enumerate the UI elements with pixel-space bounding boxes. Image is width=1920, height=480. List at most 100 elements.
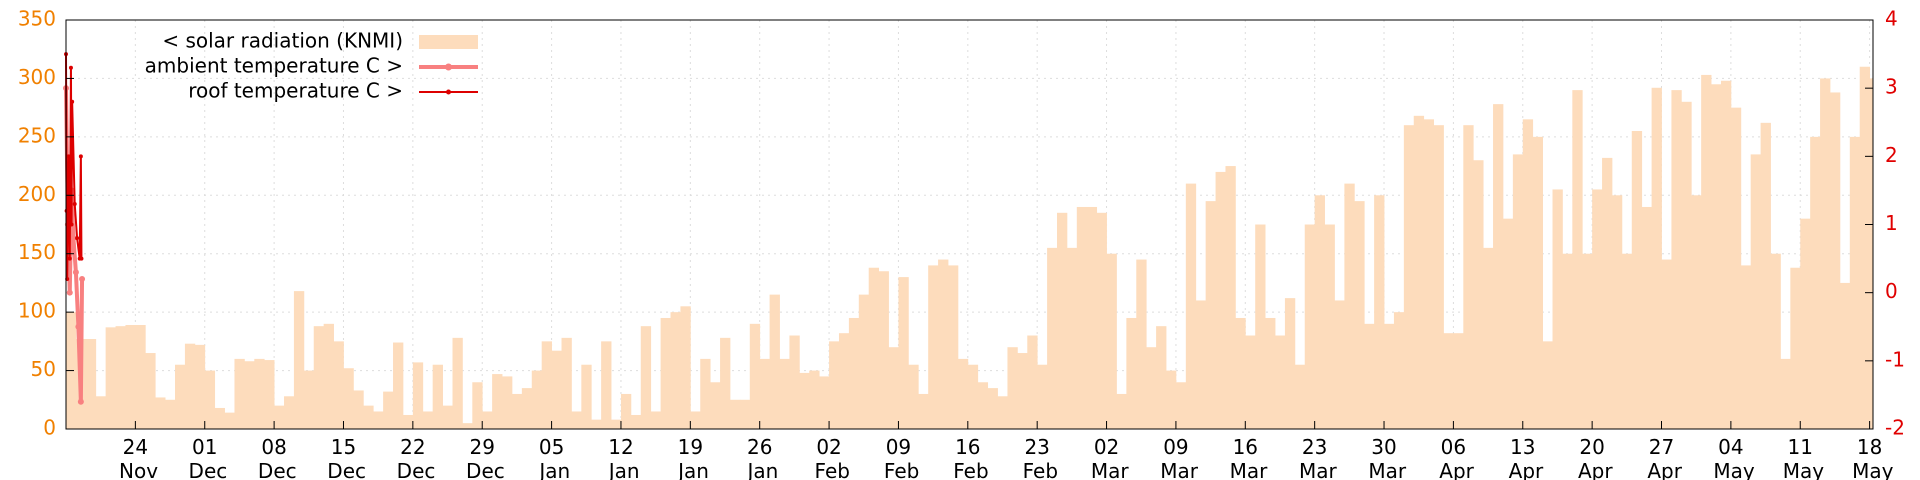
bar — [670, 312, 681, 429]
bar — [1175, 382, 1187, 429]
bar — [1631, 131, 1643, 429]
x-tick-month: Mar — [1293, 459, 1338, 480]
bar — [1027, 335, 1038, 429]
x-tick-label: 15 Dec — [321, 435, 366, 480]
bar — [987, 388, 998, 429]
bar — [1433, 125, 1444, 429]
bar — [1047, 247, 1058, 429]
x-tick-month: May — [1846, 459, 1894, 480]
x-tick-label: 05 Jan — [533, 435, 570, 480]
bar — [1592, 189, 1603, 429]
bar — [1839, 282, 1851, 429]
bar — [343, 368, 354, 429]
bar — [1829, 92, 1841, 429]
bar — [482, 411, 493, 429]
bar — [1205, 201, 1216, 429]
y-tick-label: 300 — [18, 65, 56, 89]
bar — [1374, 195, 1385, 429]
bar — [1066, 247, 1078, 429]
x-tick-label: 08 Dec — [252, 435, 297, 480]
bar — [1760, 122, 1771, 429]
bar — [680, 306, 691, 429]
bar — [224, 412, 235, 429]
bar — [1294, 364, 1306, 429]
bar — [1532, 136, 1543, 429]
bar — [323, 323, 334, 429]
x-tick-day: 30 — [1371, 435, 1396, 459]
bar — [115, 326, 126, 429]
bar — [1086, 206, 1098, 429]
bar — [85, 339, 97, 429]
bar — [1582, 253, 1593, 429]
x-tick-day: 09 — [1163, 435, 1188, 459]
bar — [1780, 358, 1791, 429]
bar — [165, 399, 176, 429]
bar — [1730, 107, 1742, 429]
x-tick-month: Jan — [533, 459, 570, 480]
y2-tick-label: 3 — [1885, 75, 1898, 99]
x-tick-day: 08 — [261, 435, 286, 459]
bar — [125, 324, 136, 429]
bar — [769, 294, 780, 429]
x-tick-label: 04 May — [1707, 435, 1755, 480]
legend-swatch — [419, 35, 478, 49]
x-tick-label: 11 May — [1776, 435, 1824, 480]
bar — [363, 405, 374, 429]
x-tick-label: 19 Jan — [672, 435, 709, 480]
bar — [749, 323, 761, 429]
bar — [1076, 206, 1088, 429]
y-tick-label: 250 — [18, 123, 56, 147]
x-tick-day: 19 — [678, 435, 703, 459]
bar — [1393, 312, 1405, 429]
bar — [1740, 265, 1752, 429]
bar — [1621, 253, 1633, 429]
bar — [194, 344, 206, 429]
bar — [1562, 253, 1573, 429]
bar — [967, 364, 979, 429]
x-tick-day: 20 — [1579, 435, 1604, 459]
bar — [1661, 259, 1672, 429]
point — [77, 398, 84, 405]
x-tick-label: 18 May — [1846, 435, 1894, 480]
x-tick-month: Feb — [947, 459, 989, 480]
bar — [541, 341, 552, 429]
bar — [848, 317, 860, 429]
bar — [789, 335, 800, 429]
bar — [1185, 183, 1197, 429]
point — [70, 99, 75, 104]
x-tick-month: Jan — [672, 459, 709, 480]
bar — [1225, 166, 1236, 429]
bar — [1720, 80, 1732, 429]
bar — [1502, 218, 1514, 429]
bar — [274, 405, 285, 429]
bar — [1750, 154, 1762, 429]
bar — [1651, 87, 1662, 429]
bar — [611, 419, 622, 429]
x-tick-month: Dec — [390, 459, 435, 480]
bar — [1265, 317, 1276, 429]
y-tick-label: 350 — [18, 7, 56, 31]
x-tick-month: Apr — [1502, 459, 1544, 480]
x-tick-label: 22 Dec — [390, 435, 435, 480]
bar — [502, 376, 513, 429]
bar — [1493, 104, 1504, 429]
x-tick-label: 13 Apr — [1502, 435, 1544, 480]
bar — [1681, 101, 1692, 429]
bar — [254, 358, 265, 429]
bar — [244, 361, 255, 429]
bar — [214, 407, 225, 429]
y2-tick-label: 4 — [1885, 7, 1898, 31]
x-tick-month: Apr — [1641, 459, 1683, 480]
x-tick-label: 16 Mar — [1223, 435, 1268, 480]
x-tick-day: 02 — [1094, 435, 1119, 459]
x-tick-day: 04 — [1718, 435, 1743, 459]
bar — [422, 411, 434, 429]
bar — [1443, 333, 1454, 429]
bar — [452, 337, 463, 429]
bar — [353, 390, 364, 429]
bar — [402, 414, 414, 429]
bar — [1116, 393, 1127, 429]
bar — [1691, 195, 1702, 429]
bar — [809, 370, 820, 429]
bar — [1711, 84, 1722, 429]
